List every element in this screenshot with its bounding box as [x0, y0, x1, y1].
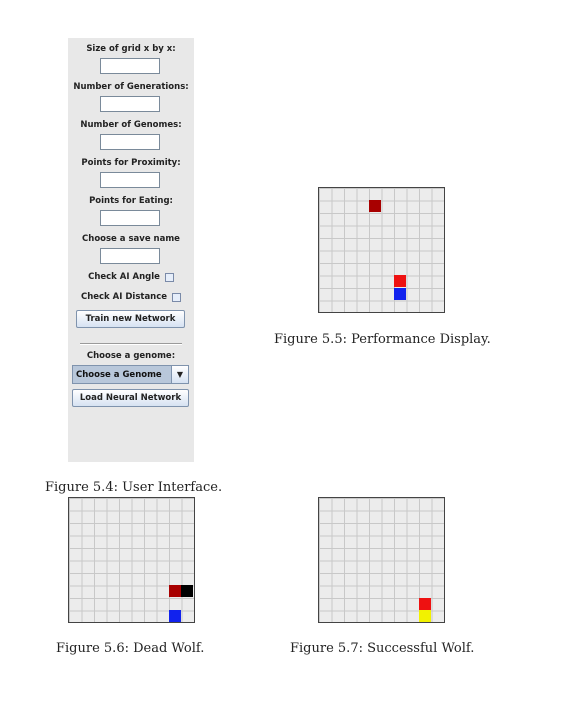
- eaten-food-cell: [419, 610, 431, 622]
- figure-5-6-caption: Figure 5.6: Dead Wolf.: [56, 641, 205, 656]
- dead-wolf-grid: [68, 497, 195, 623]
- food-cell: [369, 200, 381, 212]
- performance-display-grid: [318, 187, 445, 313]
- food-cell: [169, 585, 181, 597]
- grid-size-label: Size of grid x by x:: [86, 44, 176, 54]
- check-distance-checkbox[interactable]: [172, 292, 182, 302]
- check-distance-label: Check AI Distance: [80, 292, 168, 302]
- chevron-down-icon[interactable]: ▼: [171, 366, 188, 383]
- divider: [80, 343, 182, 345]
- generations-label: Number of Generations:: [73, 82, 189, 92]
- wolf-body-cell: [169, 610, 181, 622]
- load-network-button[interactable]: Load Neural Network: [72, 389, 189, 407]
- proximity-label: Points for Proximity:: [81, 158, 181, 168]
- user-interface-panel: Size of grid x by x: Number of Generatio…: [68, 38, 194, 462]
- genomes-label: Number of Genomes:: [80, 120, 182, 130]
- train-network-button[interactable]: Train new Network: [76, 310, 185, 328]
- eating-label: Points for Eating:: [89, 196, 173, 206]
- check-angle-label: Check AI Angle: [88, 272, 160, 282]
- dead-wolf-cell: [181, 585, 193, 597]
- generations-input[interactable]: [100, 96, 160, 112]
- grid-size-input[interactable]: [100, 58, 160, 74]
- figure-5-7-caption: Figure 5.7: Successful Wolf.: [290, 641, 475, 656]
- choose-genome-label: Choose a genome:: [86, 351, 176, 361]
- figure-5-4-caption: Figure 5.4: User Interface.: [45, 480, 223, 495]
- check-angle-checkbox[interactable]: [164, 272, 174, 282]
- wolf-body-cell: [394, 288, 406, 300]
- figure-5-5-caption: Figure 5.5: Performance Display.: [274, 332, 491, 347]
- check-angle-row[interactable]: Check AI Angle: [68, 272, 194, 282]
- wolf-head-cell: [394, 275, 406, 287]
- check-distance-row[interactable]: Check AI Distance: [68, 292, 194, 302]
- proximity-input[interactable]: [100, 172, 160, 188]
- genomes-input[interactable]: [100, 134, 160, 150]
- save-name-input[interactable]: [100, 248, 160, 264]
- genome-select-value: Choose a Genome: [76, 369, 162, 380]
- successful-wolf-grid: [318, 497, 445, 623]
- eating-input[interactable]: [100, 210, 160, 226]
- genome-select[interactable]: Choose a Genome ▼: [72, 365, 189, 384]
- wolf-head-cell: [419, 598, 431, 610]
- save-name-label: Choose a save name: [82, 234, 180, 244]
